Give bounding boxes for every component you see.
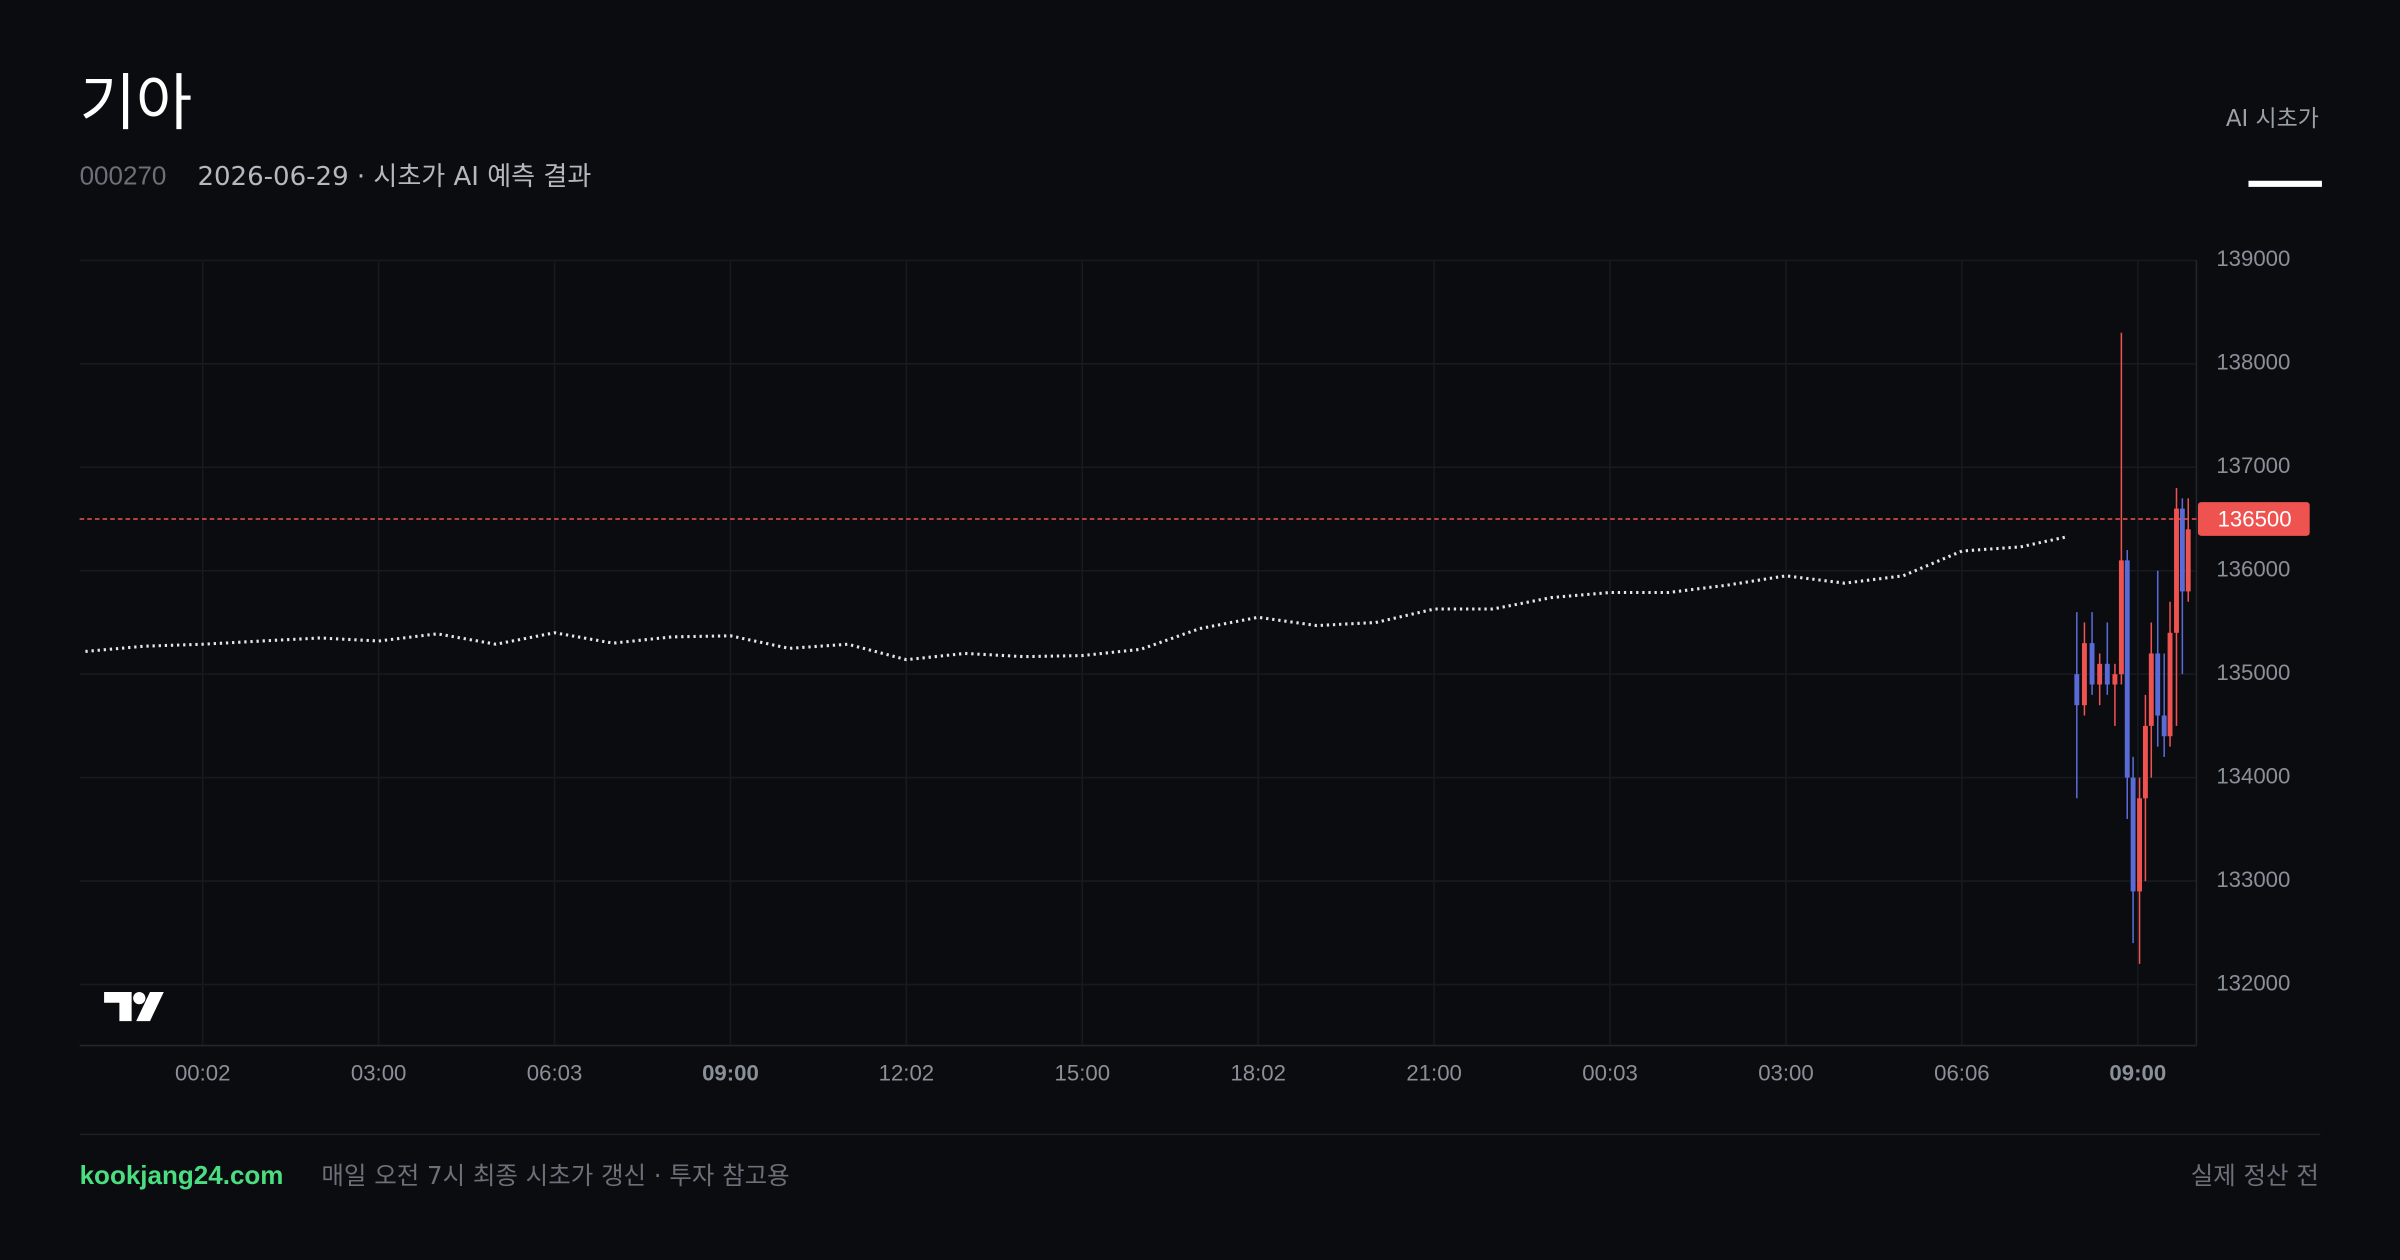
y-tick-label: 138000 xyxy=(2216,350,2290,375)
candle-body xyxy=(2124,560,2130,778)
tab-indicator xyxy=(2248,180,2322,187)
candle-body xyxy=(2185,529,2191,592)
x-tick-label: 06:06 xyxy=(1934,1061,1990,1086)
subtitle: 2026-06-29 · 시초가 AI 예측 결과 xyxy=(197,162,591,192)
price-marker-box xyxy=(2197,502,2310,536)
x-tick-label: 06:03 xyxy=(527,1061,583,1086)
x-tick-label: 03:00 xyxy=(1758,1061,1814,1086)
title: 기아 xyxy=(80,68,193,139)
y-tick-label: 134000 xyxy=(2216,763,2290,788)
price-line xyxy=(85,535,2068,662)
candle-body xyxy=(2097,663,2103,685)
x-tick-label: 09:00 xyxy=(702,1061,759,1086)
y-tick-label: 137000 xyxy=(2216,453,2290,478)
tab[interactable]: AI 시초가 xyxy=(2226,106,2319,132)
x-tick-label: 15:00 xyxy=(1055,1061,1111,1086)
candle-body xyxy=(2118,560,2124,675)
y-tick-label: 133000 xyxy=(2216,867,2290,892)
y-tick-label: 135000 xyxy=(2216,660,2290,685)
y-tick-label: 136000 xyxy=(2216,557,2290,582)
x-tick-label: 18:02 xyxy=(1230,1061,1286,1086)
candle-body xyxy=(2155,653,2161,716)
candle-body xyxy=(2130,777,2136,892)
candle-body xyxy=(2137,798,2142,892)
tradingview-logo xyxy=(104,991,164,1022)
footer-note: 매일 오전 7시 최종 시초가 갱신 · 투자 참고용 xyxy=(321,1161,789,1190)
x-tick-label: 00:02 xyxy=(175,1061,231,1086)
logo-part xyxy=(133,991,146,1005)
logo-part xyxy=(136,991,164,1022)
x-tick-label: 03:00 xyxy=(351,1061,407,1086)
stock-code: 000270 xyxy=(80,161,167,191)
candle-body xyxy=(2174,508,2179,633)
candle-body xyxy=(2074,674,2080,706)
y-tick-label: 139000 xyxy=(2216,246,2290,271)
x-tick-label: 00:03 xyxy=(1582,1061,1638,1086)
footer-site[interactable]: kookjang24.com xyxy=(80,1160,284,1190)
x-tick-label: 21:00 xyxy=(1406,1061,1462,1086)
candle-body xyxy=(2179,508,2185,592)
y-tick-label: 132000 xyxy=(2216,970,2290,995)
candle-body xyxy=(2148,653,2154,726)
candle-body xyxy=(2167,632,2173,737)
logo-part xyxy=(104,991,132,1022)
price-marker-label: 136500 xyxy=(2218,506,2292,531)
x-tick-label: 12:02 xyxy=(879,1061,935,1086)
footer-status: 실제 정산 전 xyxy=(2191,1161,2319,1190)
plot-area: 132000 133000 134000 135000 136000 137000 1380… xyxy=(79,246,2310,1086)
candle-body xyxy=(2161,715,2167,737)
candle-body xyxy=(2112,674,2118,685)
candle-body xyxy=(2081,643,2087,706)
candle-body xyxy=(2142,725,2148,799)
x-tick-label: 09:00 xyxy=(2109,1061,2166,1086)
candle-body xyxy=(2089,643,2095,685)
candle-body xyxy=(2104,663,2110,685)
